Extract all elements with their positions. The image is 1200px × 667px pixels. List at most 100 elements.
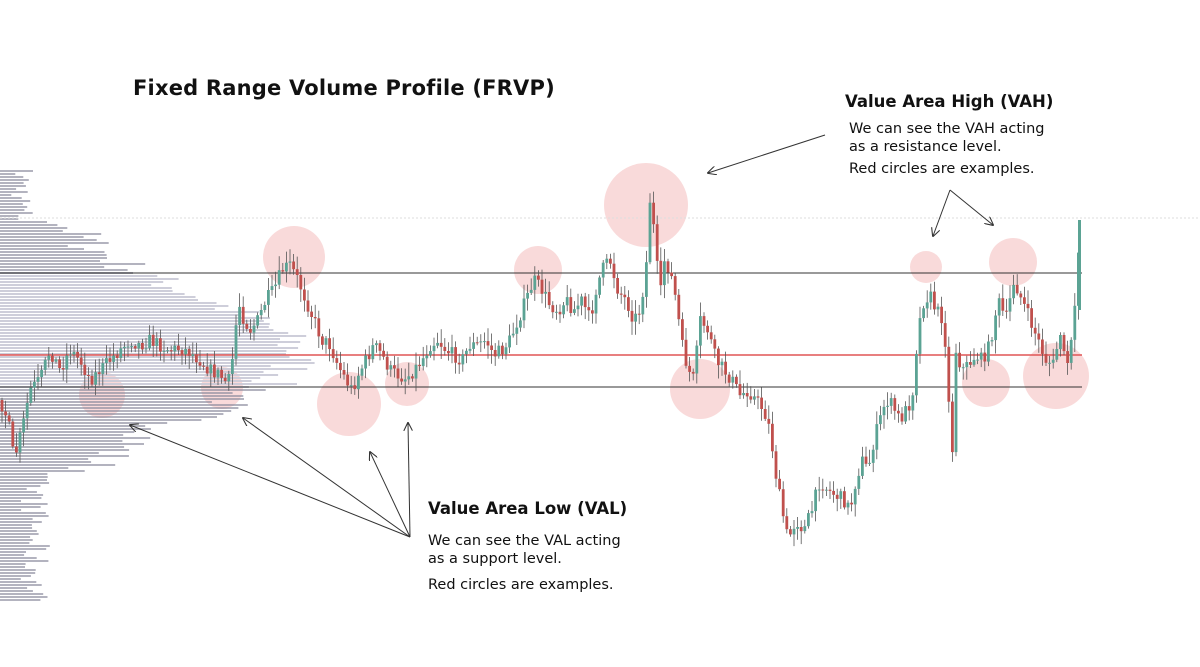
- candle-down: [241, 306, 245, 324]
- profile-bar: [0, 497, 42, 499]
- profile-bar: [0, 551, 26, 553]
- candle-down: [735, 376, 738, 385]
- candle-up: [371, 345, 375, 360]
- profile-bar: [0, 209, 25, 211]
- candle-down: [558, 311, 562, 315]
- candle-up: [807, 513, 810, 527]
- candle-down: [951, 401, 954, 453]
- candle-down: [799, 527, 803, 532]
- candle-up: [429, 351, 432, 356]
- candle-up: [976, 359, 979, 361]
- candle-down: [897, 410, 900, 414]
- candle-up: [33, 381, 36, 388]
- candle-up: [144, 348, 148, 350]
- candle-up: [432, 345, 436, 352]
- profile-bar: [0, 350, 287, 352]
- candle-down: [727, 374, 731, 383]
- candle-up: [29, 387, 33, 403]
- highlight-circle: [670, 359, 730, 419]
- candle-up: [130, 346, 133, 348]
- candle-down: [609, 258, 612, 264]
- candle-up: [641, 296, 645, 315]
- profile-bar: [0, 302, 217, 304]
- candle-up: [256, 315, 259, 326]
- candle-down: [706, 325, 709, 333]
- profile-bar: [0, 431, 135, 433]
- arrow: [243, 418, 411, 538]
- candle-up: [565, 297, 569, 306]
- candle-down: [295, 269, 299, 275]
- candle-down: [400, 378, 403, 382]
- candle-down: [1030, 308, 1033, 328]
- candle-up: [173, 345, 177, 352]
- candle-down: [87, 375, 90, 376]
- profile-bar: [0, 560, 49, 562]
- candle-up: [598, 277, 601, 295]
- candle-up: [868, 462, 871, 464]
- candle-up: [573, 309, 576, 313]
- profile-bar: [0, 521, 42, 523]
- profile-bar: [0, 476, 48, 478]
- candle-up: [421, 358, 425, 367]
- candle-down: [1033, 327, 1037, 334]
- profile-bar: [0, 572, 36, 574]
- profile-bar: [0, 599, 41, 601]
- profile-bar: [0, 275, 158, 277]
- candle-up: [94, 372, 97, 385]
- candle-down: [659, 260, 663, 286]
- candle-down: [342, 370, 346, 375]
- candle-down: [900, 413, 904, 422]
- candle-up: [216, 369, 220, 378]
- candle-down: [1041, 339, 1044, 354]
- profile-bar: [0, 380, 252, 382]
- candle-up: [436, 342, 439, 346]
- candle-down: [828, 489, 832, 491]
- profile-bar: [0, 326, 269, 328]
- candle-up: [742, 393, 745, 396]
- profile-bar: [0, 248, 84, 250]
- candle-up: [731, 376, 735, 383]
- profile-bar: [0, 395, 244, 397]
- candle-up: [101, 363, 105, 375]
- arrow: [370, 452, 411, 538]
- candle-down: [587, 307, 591, 311]
- profile-bar: [0, 359, 312, 361]
- candle-down: [79, 357, 83, 365]
- profile-bar: [0, 200, 31, 202]
- profile-bar: [0, 173, 16, 175]
- candle-down: [958, 352, 961, 368]
- candle-up: [803, 526, 807, 532]
- profile-bar: [0, 410, 232, 412]
- profile-bar: [0, 224, 58, 226]
- profile-bar: [0, 440, 123, 442]
- profile-bar: [0, 425, 146, 427]
- candle-down: [864, 456, 868, 464]
- candle-up: [65, 355, 69, 370]
- profile-bar: [0, 398, 244, 400]
- candle-down: [177, 345, 180, 351]
- val-description: We can see the VAL acting as a support l…: [428, 533, 621, 567]
- candle-down: [1001, 298, 1005, 311]
- candle-down: [637, 313, 641, 315]
- profile-bar: [0, 377, 261, 379]
- candle-down: [418, 364, 421, 367]
- candle-up: [1078, 220, 1081, 310]
- candle-down: [745, 393, 749, 397]
- candle-down: [591, 310, 594, 314]
- candle-down: [331, 349, 335, 359]
- candle-up: [259, 310, 263, 316]
- candle-down: [159, 338, 162, 352]
- candle-up: [817, 489, 821, 491]
- profile-bar: [0, 587, 28, 589]
- candle-up: [162, 350, 166, 352]
- profile-bar: [0, 404, 248, 406]
- profile-bar: [0, 491, 37, 493]
- profile-bar: [0, 269, 128, 271]
- profile-bar: [0, 482, 50, 484]
- candle-up: [861, 456, 864, 476]
- candle-up: [119, 348, 123, 359]
- profile-bar: [0, 353, 286, 355]
- candle-up: [555, 311, 558, 313]
- profile-bar: [0, 590, 33, 592]
- candle-up: [403, 379, 407, 382]
